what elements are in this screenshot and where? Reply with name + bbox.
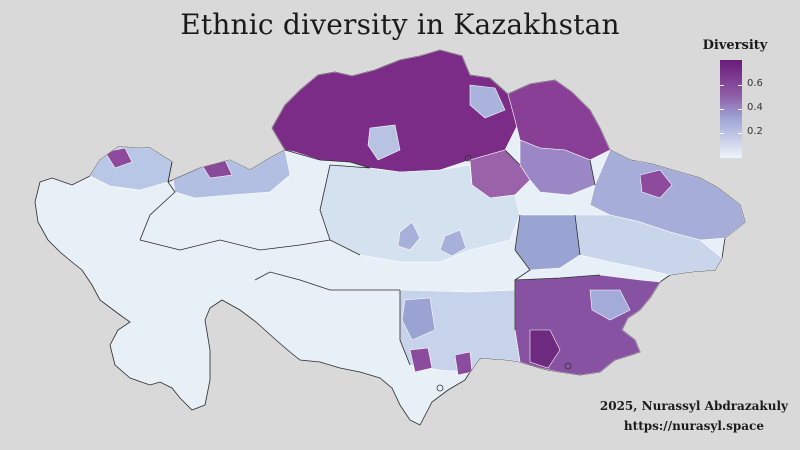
- region-south-purple-2: [454, 351, 473, 376]
- legend-tick: 0.4: [747, 102, 763, 113]
- region-central-spot-2: [439, 229, 467, 257]
- region-pavlodar-mid: [519, 139, 596, 196]
- region-east-mid: [574, 214, 723, 276]
- city-marker-almaty: [564, 362, 572, 370]
- credit-author: 2025, Nurassyl Abdrazakuly: [599, 399, 788, 413]
- legend-tick: 0.2: [747, 126, 763, 137]
- region-south-spot: [401, 297, 436, 341]
- city-marker-shymkent: [436, 384, 444, 392]
- region-central-spot-1: [397, 221, 421, 251]
- oblast-borders: [139, 149, 601, 366]
- credit: 2025, Nurassyl Abdrazakuly https://nuras…: [600, 396, 788, 436]
- legend-tick: 0.6: [747, 78, 763, 89]
- region-north-light-patch: [469, 84, 506, 119]
- legend: Diversity 0.6 0.4 0.2: [700, 38, 780, 158]
- city-marker-astana: [464, 154, 472, 162]
- region-almaty-light: [589, 289, 631, 321]
- region-east-purple-spots: [639, 169, 673, 199]
- region-south-purple: [409, 347, 433, 373]
- region-almaty-dark: [529, 329, 561, 369]
- legend-title: Diversity: [702, 38, 768, 53]
- region-north-patch-2: [367, 124, 401, 161]
- map-title: Ethnic diversity in Kazakhstan: [180, 8, 620, 41]
- region-west-top-purple: [104, 147, 133, 169]
- legend-colorbar: [720, 60, 742, 158]
- credit-url: https://nurasyl.space: [623, 419, 764, 433]
